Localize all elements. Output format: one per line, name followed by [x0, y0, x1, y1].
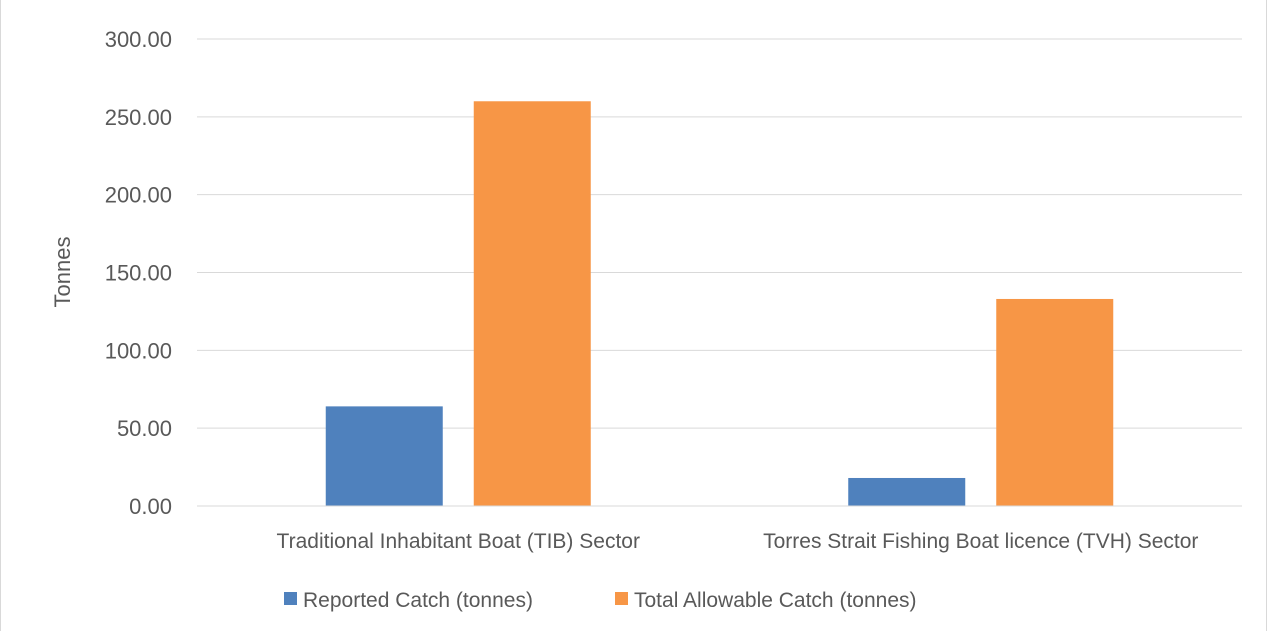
x-category-label: Traditional Inhabitant Boat (TIB) Sector — [277, 530, 640, 553]
bars — [325, 101, 1114, 507]
bar-reported-catch-0 — [325, 406, 443, 506]
y-axis-tick-labels: 0.00 50.00 100.00 150.00 200.00 250.00 300.00 — [105, 27, 172, 519]
x-axis-category-labels: Traditional Inhabitant Boat (TIB) Sector… — [277, 530, 1199, 553]
legend: Reported Catch (tonnes) Total Allowable C… — [284, 589, 917, 612]
y-axis-title: Tonnes — [50, 237, 75, 308]
x-category-label: Torres Strait Fishing Boat licence (TVH)… — [763, 530, 1198, 553]
legend-label: Total Allowable Catch (tonnes) — [634, 589, 917, 612]
legend-swatch — [615, 592, 628, 605]
y-tick-label: 150.00 — [105, 261, 172, 286]
legend-label: Reported Catch (tonnes) — [303, 589, 533, 612]
y-tick-label: 300.00 — [105, 27, 172, 52]
y-tick-label: 100.00 — [105, 338, 172, 363]
y-tick-label: 200.00 — [105, 183, 172, 208]
y-tick-label: 0.00 — [129, 494, 172, 519]
legend-swatch — [284, 592, 297, 605]
bar-total-allowable-catch-0 — [473, 101, 591, 507]
y-tick-label: 50.00 — [117, 416, 172, 441]
y-tick-label: 250.00 — [105, 105, 172, 130]
bar-reported-catch-1 — [848, 477, 966, 506]
bar-total-allowable-catch-1 — [996, 298, 1114, 506]
